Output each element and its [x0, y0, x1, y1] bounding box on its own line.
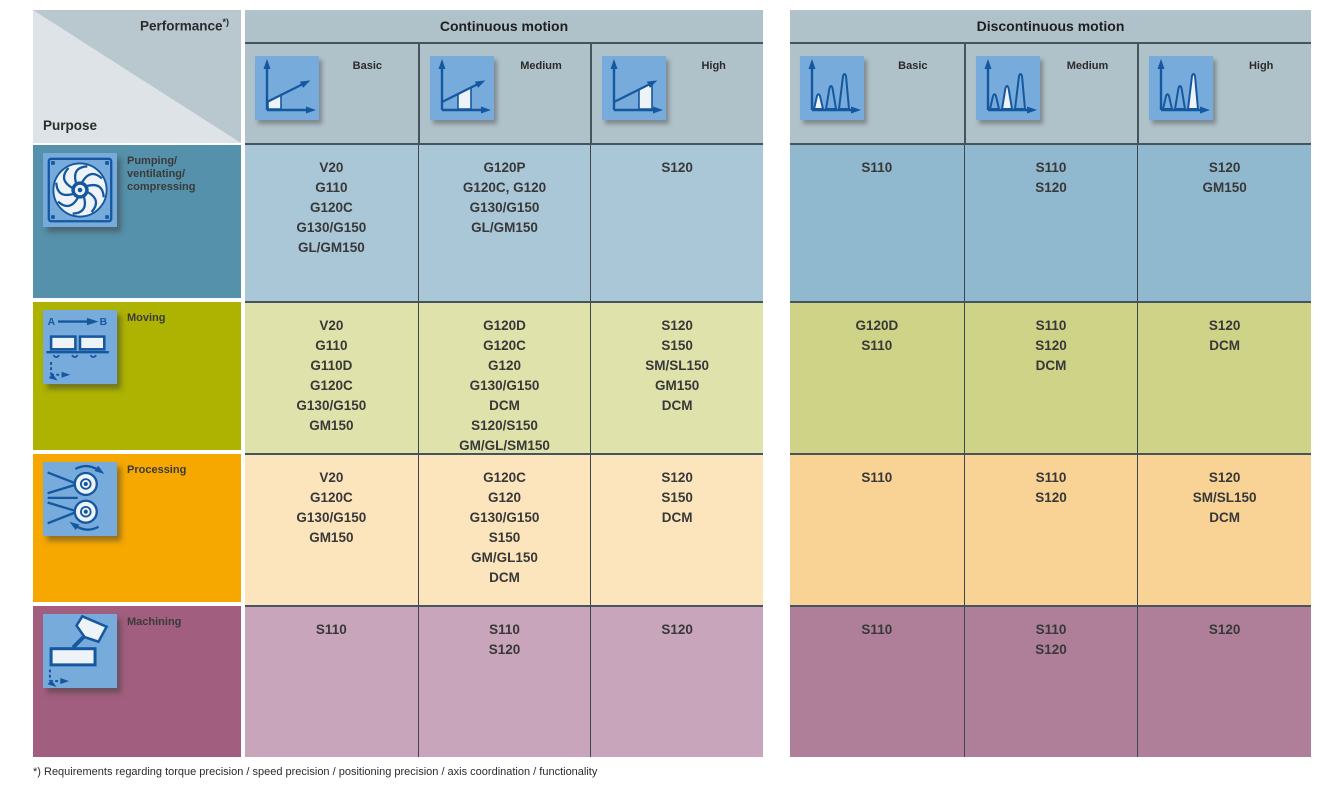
- cell-processing-continuous-basic: V20 G120C G130/G150 GM150: [245, 453, 418, 605]
- cell-processing-discontinuous-medium: S110 S120: [963, 453, 1138, 605]
- cell-machining-discontinuous-medium: S110 S120: [963, 605, 1138, 757]
- footnote-marker: *): [222, 17, 230, 27]
- level-cell-discontinuous-basic: Basic: [790, 44, 964, 143]
- purpose-row-moving: A B Moving: [33, 302, 241, 450]
- conveyor-icon: A B: [43, 310, 117, 384]
- cell-pumping-continuous-high: S120: [590, 145, 763, 301]
- level-label: Medium: [1066, 60, 1109, 72]
- level-cell-discontinuous-medium: Medium: [963, 44, 1138, 143]
- continuous-motion-title: Continuous motion: [245, 10, 763, 42]
- cell-moving-continuous-high: S120 S150 SM/SL150 GM150 DCM: [590, 301, 763, 453]
- discontinuous-high-icon: [1149, 56, 1214, 120]
- fan-icon: [43, 153, 117, 227]
- cell-machining-continuous-basic: S110: [245, 605, 418, 757]
- cell-moving-continuous-medium: G120D G120C G120 G130/G150 DCM S120/S150…: [417, 301, 591, 453]
- cell-machining-discontinuous-high: S120: [1137, 605, 1311, 757]
- level-cell-continuous-medium: Medium: [417, 44, 591, 143]
- discontinuous-motion-block: Discontinuous motion Basic: [790, 10, 1311, 757]
- continuous-basic-icon: [255, 56, 319, 120]
- cell-processing-continuous-medium: G120C G120 G130/G150 S150 GM/GL150 DCM: [417, 453, 591, 605]
- purpose-label: Moving: [127, 312, 166, 324]
- cell-pumping-continuous-basic: V20 G110 G120C G130/G150 GL/GM150: [245, 145, 418, 301]
- level-cell-continuous-basic: Basic: [245, 44, 418, 143]
- cell-moving-discontinuous-basic: G120D S110: [790, 301, 964, 453]
- level-label: Medium: [520, 60, 562, 72]
- cell-processing-continuous-high: S120 S150 DCM: [590, 453, 763, 605]
- cell-pumping-discontinuous-medium: S110 S120: [963, 145, 1138, 301]
- level-label: High: [701, 60, 726, 72]
- level-label: Basic: [352, 60, 382, 72]
- footnote: *) Requirements regarding torque precisi…: [33, 766, 598, 778]
- rollers-icon: [43, 462, 117, 536]
- purpose-row-pumping: Pumping/ ventilating/ compressing: [33, 145, 241, 298]
- purpose-row-processing: Processing: [33, 454, 241, 602]
- milling-tool-icon: [43, 614, 117, 688]
- cell-machining-continuous-medium: S110 S120: [417, 605, 591, 757]
- purpose-label: Pumping/ ventilating/ compressing: [127, 155, 196, 193]
- purpose-header: Purpose: [43, 118, 98, 133]
- svg-text:B: B: [100, 317, 108, 328]
- discontinuous-data-grid: S110 S110 S120 S120 GM150 G120D S110 S11…: [790, 143, 1311, 757]
- cell-processing-discontinuous-basic: S110: [790, 453, 964, 605]
- cell-moving-continuous-basic: V20 G110 G110D G120C G130/G150 GM150: [245, 301, 418, 453]
- performance-header: Performance*): [139, 17, 230, 34]
- discontinuous-basic-icon: [800, 56, 864, 120]
- level-label: High: [1248, 60, 1274, 72]
- continuous-motion-block: Continuous motion Basic: [245, 10, 763, 757]
- cell-moving-discontinuous-high: S120 DCM: [1137, 301, 1311, 453]
- cell-moving-discontinuous-medium: S110 S120 DCM: [963, 301, 1138, 453]
- continuous-high-icon: [602, 56, 667, 120]
- level-cell-discontinuous-high: High: [1137, 44, 1311, 143]
- cell-processing-discontinuous-high: S120 SM/SL150 DCM: [1137, 453, 1311, 605]
- cell-pumping-discontinuous-high: S120 GM150: [1137, 145, 1311, 301]
- cell-machining-continuous-high: S120: [590, 605, 763, 757]
- level-label: Basic: [898, 60, 928, 72]
- purpose-label: Machining: [127, 616, 182, 628]
- discontinuous-levels-row: Basic Medium: [790, 42, 1311, 143]
- corner-cell: Performance*) Purpose: [33, 10, 241, 143]
- purpose-label: Processing: [127, 464, 187, 476]
- svg-text:A: A: [48, 317, 56, 328]
- discontinuous-medium-icon: [975, 56, 1040, 120]
- continuous-data-grid: V20 G110 G120C G130/G150 GL/GM150 G120P …: [245, 143, 763, 757]
- level-cell-continuous-high: High: [590, 44, 763, 143]
- purpose-row-machining: Machining: [33, 606, 241, 757]
- continuous-medium-icon: [429, 56, 494, 120]
- continuous-levels-row: Basic Medium: [245, 42, 763, 143]
- cell-machining-discontinuous-basic: S110: [790, 605, 964, 757]
- discontinuous-motion-title: Discontinuous motion: [790, 10, 1311, 42]
- cell-pumping-discontinuous-basic: S110: [790, 145, 964, 301]
- cell-pumping-continuous-medium: G120P G120C, G120 G130/G150 GL/GM150: [417, 145, 591, 301]
